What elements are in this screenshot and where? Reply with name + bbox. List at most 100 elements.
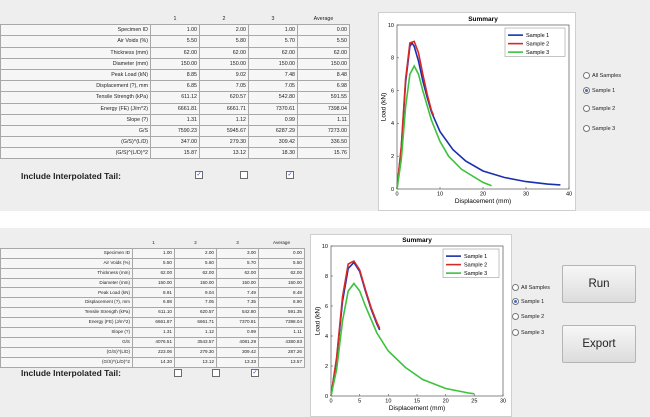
table-cell[interactable]: 9.04 bbox=[174, 287, 217, 299]
table-cell[interactable]: 2.00 bbox=[199, 24, 249, 37]
table-cell[interactable]: 6.98 bbox=[297, 80, 350, 93]
table-cell[interactable]: 7.05 bbox=[174, 297, 217, 309]
table-cell[interactable]: 8.91 bbox=[132, 287, 175, 299]
table-cell[interactable]: 8.85 bbox=[150, 68, 200, 82]
table-cell[interactable]: 62.00 bbox=[199, 46, 249, 59]
table-cell[interactable]: 4081.29 bbox=[216, 336, 259, 348]
radio-sample-1-bottom[interactable]: Sample 1 bbox=[512, 298, 544, 305]
table-cell[interactable]: 5.50 bbox=[258, 257, 305, 269]
include-tail-checkbox-1[interactable] bbox=[174, 369, 182, 377]
table-cell[interactable]: 62.00 bbox=[216, 267, 259, 279]
table-cell[interactable]: 6661.87 bbox=[132, 317, 175, 329]
table-cell[interactable]: 620.57 bbox=[199, 91, 249, 104]
radio-sample-3-top[interactable]: Sample 3 bbox=[583, 125, 615, 132]
include-tail-checkbox-2[interactable] bbox=[240, 171, 248, 179]
table-cell[interactable]: 6.90 bbox=[258, 297, 305, 309]
table-cell[interactable]: 150.00 bbox=[132, 277, 175, 289]
table-cell[interactable]: 7.35 bbox=[216, 297, 259, 309]
table-cell[interactable]: 309.42 bbox=[248, 136, 298, 149]
table-cell[interactable]: 13.33 bbox=[216, 356, 259, 368]
table-cell[interactable]: 62.00 bbox=[258, 267, 305, 279]
table-cell[interactable]: 287.26 bbox=[258, 346, 305, 358]
table-cell[interactable]: 150.00 bbox=[216, 277, 259, 289]
table-cell[interactable]: 611.12 bbox=[150, 91, 200, 104]
table-cell[interactable]: 5.80 bbox=[199, 35, 249, 48]
table-cell[interactable]: 7370.61 bbox=[248, 102, 298, 115]
table-cell[interactable]: 6.88 bbox=[132, 297, 175, 309]
radio-all-samples-bottom[interactable]: All Samples bbox=[512, 284, 550, 291]
table-cell[interactable]: 3.00 bbox=[216, 247, 259, 259]
table-cell[interactable]: 591.35 bbox=[258, 307, 305, 319]
table-cell[interactable]: 150.00 bbox=[258, 277, 305, 289]
table-cell[interactable]: 8.48 bbox=[297, 68, 350, 82]
table-cell[interactable]: 8.48 bbox=[258, 287, 305, 299]
table-cell[interactable]: 62.00 bbox=[297, 46, 350, 59]
table-cell[interactable]: 2.00 bbox=[174, 247, 217, 259]
table-cell[interactable]: 1.00 bbox=[132, 247, 175, 259]
table-cell[interactable]: 5.60 bbox=[174, 257, 217, 269]
include-tail-checkbox-3[interactable]: ✓ bbox=[286, 171, 294, 179]
table-cell[interactable]: 62.00 bbox=[150, 46, 200, 59]
table-cell[interactable]: 150.00 bbox=[150, 57, 200, 70]
table-cell[interactable]: 150.00 bbox=[297, 57, 350, 70]
table-cell[interactable]: 13.57 bbox=[258, 356, 305, 368]
include-tail-checkbox-1[interactable]: ✓ bbox=[195, 171, 203, 179]
table-cell[interactable]: 542.80 bbox=[248, 91, 298, 104]
radio-sample-3-bottom[interactable]: Sample 3 bbox=[512, 329, 544, 336]
table-cell[interactable]: 5.50 bbox=[297, 35, 350, 48]
radio-all-samples-top[interactable]: All Samples bbox=[583, 72, 621, 79]
table-cell[interactable]: 5.70 bbox=[248, 35, 298, 48]
table-cell[interactable]: 7398.04 bbox=[258, 317, 305, 329]
run-button[interactable]: Run bbox=[562, 265, 636, 303]
table-cell[interactable]: 150.00 bbox=[248, 57, 298, 70]
radio-sample-1-top[interactable]: Sample 1 bbox=[583, 87, 615, 94]
table-cell[interactable]: 62.00 bbox=[174, 267, 217, 279]
table-cell[interactable]: 336.50 bbox=[297, 136, 350, 149]
table-cell[interactable]: 9.02 bbox=[199, 68, 249, 82]
table-cell[interactable]: 7590.23 bbox=[150, 124, 200, 138]
table-cell[interactable]: 0.00 bbox=[258, 247, 305, 259]
table-cell[interactable]: 5.50 bbox=[150, 35, 200, 48]
table-cell[interactable]: 5.50 bbox=[132, 257, 175, 269]
table-cell[interactable]: 0.99 bbox=[248, 113, 298, 126]
table-cell[interactable]: 62.00 bbox=[248, 46, 298, 59]
table-cell[interactable]: 15.87 bbox=[150, 147, 200, 160]
table-cell[interactable]: 591.55 bbox=[297, 91, 350, 104]
table-cell[interactable]: 1.11 bbox=[297, 113, 350, 126]
table-cell[interactable]: 6661.81 bbox=[150, 102, 200, 115]
table-cell[interactable]: 279.30 bbox=[199, 136, 249, 149]
table-cell[interactable]: 620.57 bbox=[174, 307, 217, 319]
table-cell[interactable]: 223.06 bbox=[132, 346, 175, 358]
table-cell[interactable]: 1.00 bbox=[150, 24, 200, 37]
table-cell[interactable]: 611.10 bbox=[132, 307, 175, 319]
table-cell[interactable]: 7398.04 bbox=[297, 102, 350, 115]
table-cell[interactable]: 150.00 bbox=[174, 277, 217, 289]
table-cell[interactable]: 7.49 bbox=[216, 287, 259, 299]
table-cell[interactable]: 347.00 bbox=[150, 136, 200, 149]
table-cell[interactable]: 7273.00 bbox=[297, 124, 350, 138]
table-cell[interactable]: 4380.83 bbox=[258, 336, 305, 348]
table-cell[interactable]: 13.12 bbox=[199, 147, 249, 160]
table-cell[interactable]: 6287.29 bbox=[248, 124, 298, 138]
table-cell[interactable]: 1.12 bbox=[174, 327, 217, 338]
table-cell[interactable]: 6661.71 bbox=[199, 102, 249, 115]
table-cell[interactable]: 15.76 bbox=[297, 147, 350, 160]
table-cell[interactable]: 0.99 bbox=[216, 327, 259, 338]
table-cell[interactable]: 0.00 bbox=[297, 24, 350, 37]
export-button[interactable]: Export bbox=[562, 325, 636, 363]
table-cell[interactable]: 7370.81 bbox=[216, 317, 259, 329]
table-cell[interactable]: 13.12 bbox=[174, 356, 217, 368]
table-cell[interactable]: 1.12 bbox=[199, 113, 249, 126]
table-cell[interactable]: 1.31 bbox=[132, 327, 175, 338]
table-cell[interactable]: 3543.57 bbox=[174, 336, 217, 348]
table-cell[interactable]: 14.30 bbox=[132, 356, 175, 368]
table-cell[interactable]: 1.00 bbox=[248, 24, 298, 37]
table-cell[interactable]: 279.30 bbox=[174, 346, 217, 358]
radio-sample-2-top[interactable]: Sample 2 bbox=[583, 105, 615, 112]
table-cell[interactable]: 6661.71 bbox=[174, 317, 217, 329]
table-cell[interactable]: 62.00 bbox=[132, 267, 175, 279]
include-tail-checkbox-2[interactable] bbox=[212, 369, 220, 377]
include-tail-checkbox-3[interactable]: ✓ bbox=[251, 369, 259, 377]
table-cell[interactable]: 150.00 bbox=[199, 57, 249, 70]
table-cell[interactable]: 7.48 bbox=[248, 68, 298, 82]
